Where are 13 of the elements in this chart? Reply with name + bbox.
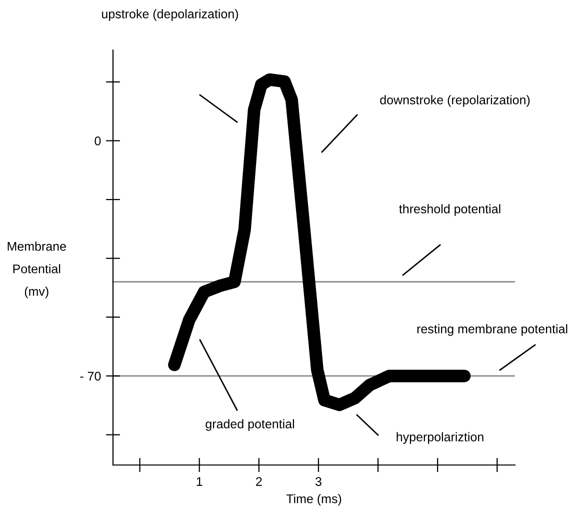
annotation: graded potential <box>206 419 294 431</box>
y-axis-title: Membrane Potential (mv) <box>8 242 66 298</box>
annotation: hyperpolariztion <box>396 432 484 444</box>
x-tick-label: 1 <box>196 477 202 486</box>
x-tick-label: 2 <box>256 477 262 486</box>
y-tick-label: 0 <box>94 136 101 146</box>
annotation: threshold potential <box>399 204 500 216</box>
annotation: resting membrane potential <box>417 324 568 336</box>
text: upstroke (depolarization) <box>102 9 238 21</box>
x-axis-title: Time (ms) <box>286 494 342 506</box>
annotation: downstroke (repolarization) <box>380 95 530 107</box>
x-tick-label: 3 <box>315 477 322 486</box>
y-tick-label: - 70 <box>80 372 101 381</box>
